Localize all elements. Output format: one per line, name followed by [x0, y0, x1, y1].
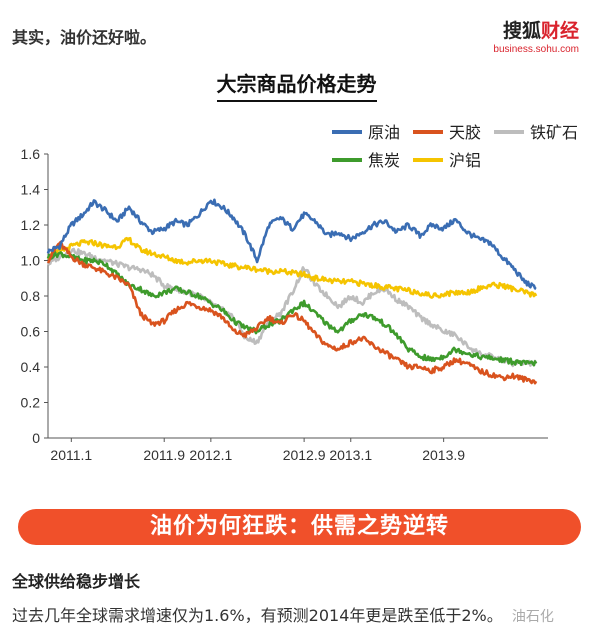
- y-tick-label: 0: [32, 430, 40, 446]
- x-tick-label: 2013.9: [422, 447, 465, 463]
- legend-label-5: 沪铝: [449, 151, 481, 170]
- series-line-2: [46, 240, 538, 385]
- brand-name-a: 搜狐: [502, 20, 541, 42]
- legend-label-3: 铁矿石: [530, 123, 578, 142]
- y-tick-label: 0.6: [21, 324, 41, 340]
- x-tick-label: 2013.1: [329, 447, 372, 463]
- watermark-text: 油石化: [511, 609, 554, 625]
- brand-url: business.sohu.com: [493, 44, 579, 55]
- x-tick-label: 2012.1: [189, 447, 232, 463]
- brand-name-b: 财经: [540, 20, 579, 42]
- series-line-5: [47, 236, 538, 299]
- x-tick-label: 2012.9: [283, 447, 326, 463]
- sohu-finance-logo: 搜狐财经 business.sohu.com: [493, 20, 579, 55]
- y-tick-label: 1.4: [21, 182, 41, 198]
- legend-label-1: 原油: [368, 123, 400, 142]
- section-banner: 油价为何狂跌：供需之势逆转: [18, 509, 581, 545]
- y-tick-label: 1.2: [21, 217, 41, 233]
- y-tick-label: 1.0: [21, 253, 41, 269]
- y-tick-label: 1.6: [21, 146, 41, 162]
- section-heading: 全球供给稳步增长: [12, 572, 141, 591]
- section-body-text: 过去几年全球需求增速仅为1.6%，有预测2014年更是跌至低于2%。: [12, 606, 503, 625]
- y-tick-label: 0.2: [21, 395, 41, 411]
- section-body: 过去几年全球需求增速仅为1.6%，有预测2014年更是跌至低于2%。 油石化: [12, 602, 554, 626]
- legend-label-2: 天胶: [449, 123, 481, 142]
- series-line-3: [46, 247, 538, 368]
- y-tick-label: 0.8: [21, 288, 41, 304]
- series-line-1: [46, 198, 537, 291]
- x-tick-label: 2011.9: [143, 447, 185, 463]
- chart-title-wrap: 大宗商品价格走势: [0, 68, 593, 102]
- intro-text: 其实，油价还好啦。: [12, 28, 157, 47]
- legend-label-4: 焦炭: [368, 151, 400, 170]
- chart-title: 大宗商品价格走势: [216, 68, 377, 102]
- x-tick-label: 2011.1: [50, 447, 92, 463]
- y-tick-label: 0.4: [21, 359, 41, 375]
